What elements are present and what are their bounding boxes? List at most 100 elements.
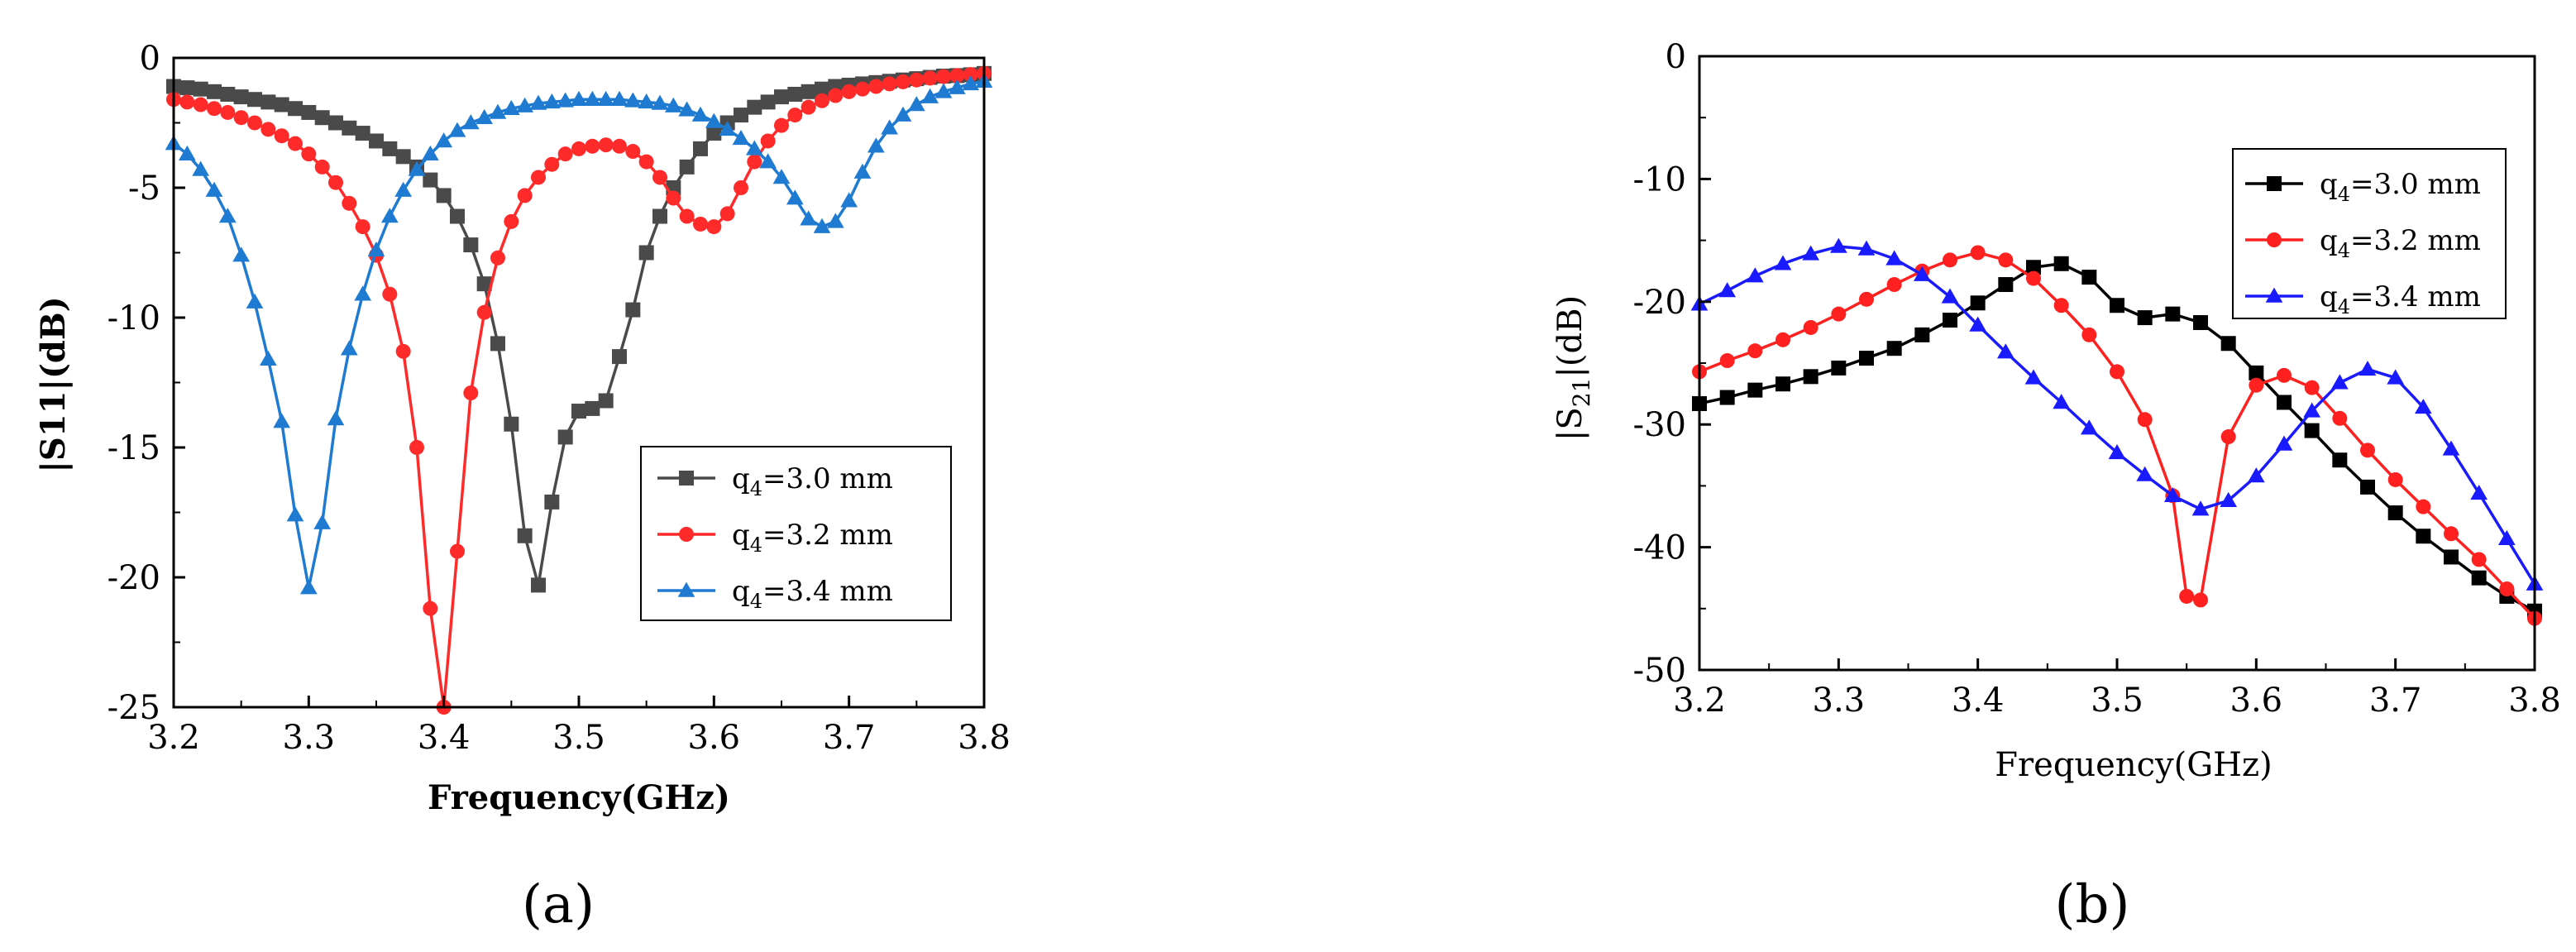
b-series-1-point: [2416, 499, 2431, 514]
a-series-1-point: [571, 141, 586, 156]
a-series-1-point: [476, 304, 492, 320]
y-tick-label: 0: [140, 40, 160, 78]
b-series-0-point: [2360, 479, 2375, 495]
legend-marker: [679, 471, 694, 486]
b-series-2-point: [1829, 237, 1847, 253]
legend-label-main: q: [2320, 224, 2338, 257]
legend-label-main: q: [732, 462, 750, 495]
a-series-0-point: [193, 81, 208, 97]
legend-label-main: q: [732, 519, 750, 552]
a-series-1-point: [909, 72, 925, 88]
a-series-2-point: [192, 160, 210, 176]
x-tick-label: 3.4: [418, 719, 471, 757]
a-series-2-point: [542, 93, 561, 109]
a-series-1-point: [179, 94, 195, 110]
a-series-1-point: [247, 115, 262, 131]
a-series-0-point: [774, 89, 789, 105]
b-series-2-point: [1774, 255, 1792, 270]
b-series-2-point: [1996, 343, 2014, 359]
legend-label-sub: 4: [2338, 239, 2350, 262]
a-series-0-point: [233, 89, 249, 105]
a-series-2-point: [853, 163, 872, 179]
legend-marker: [677, 581, 695, 597]
b-series-0-point: [2387, 505, 2403, 521]
b-series-0-point: [2137, 310, 2153, 326]
a-series-2-point: [759, 153, 777, 169]
a-series-1-point: [328, 175, 343, 190]
a-series-2-point: [205, 181, 223, 197]
a-series-2-point: [772, 169, 791, 184]
a-series-1-point: [801, 99, 816, 115]
a-series-1-point: [774, 117, 789, 133]
x-tick-label: 3.6: [2230, 682, 2283, 720]
b-series-2-point: [1969, 316, 1987, 332]
a-series-0-point: [288, 101, 303, 117]
x-tick-label: 3.3: [283, 719, 336, 757]
b-series-2-point: [1718, 282, 1737, 298]
b-series-2-point: [1857, 240, 1876, 256]
b-series-1-point: [1859, 291, 1874, 307]
a-series-2-point: [813, 218, 831, 233]
a-series-2-point: [921, 88, 939, 103]
panel-a: 3.2 3.3 3.4 3.5 3.6 3.7 3.8 0 -5 -10 -15 -20 -25 Fr…: [34, 40, 1011, 935]
a-series-1-point: [260, 122, 276, 137]
a-series-1-point: [382, 286, 398, 302]
y-tick-label: -30: [1633, 406, 1686, 444]
legend-label: q4=3.0 mm: [732, 462, 893, 500]
a-series-2-point: [489, 103, 507, 119]
legend-label-main: q: [2320, 280, 2338, 313]
a-series-2-point: [435, 132, 453, 148]
y-tick-label: -25: [108, 689, 160, 727]
a-series-0-point: [652, 208, 667, 224]
b-series-0-point: [1747, 382, 1763, 398]
a-series-2-point: [421, 145, 439, 160]
a-series-0-point: [801, 84, 816, 99]
a-series-1-point: [288, 136, 303, 151]
a-series-0-point: [314, 110, 330, 126]
legend-label-rest: =3.4 mm: [2350, 280, 2481, 313]
a-series-2-point: [583, 90, 601, 107]
a-series-1-point: [625, 144, 641, 160]
b-series-2-point: [2330, 374, 2349, 390]
a-series-1-point: [936, 69, 951, 84]
a-series-2-point: [408, 160, 426, 176]
a-series-1-point: [450, 543, 465, 559]
a-series-2-point: [273, 413, 291, 428]
a-series-0-point: [638, 245, 654, 261]
a-series-1-point: [693, 216, 708, 232]
a-series-2-point: [934, 83, 953, 98]
panel-a-label: (a): [522, 874, 595, 935]
a-series-1-point: [828, 88, 844, 103]
a-series-1-point: [207, 101, 222, 117]
legend-label: q4=3.4 mm: [732, 575, 893, 613]
b-series-0-point: [2332, 452, 2348, 468]
b-series-0: [1692, 256, 2542, 619]
a-series-2-point: [178, 145, 196, 160]
b-series-2-point: [2359, 361, 2377, 376]
b-series-0-point: [2110, 298, 2124, 313]
x-tick-label: 3.8: [2508, 682, 2561, 720]
x-tick-label: 3.5: [2091, 682, 2143, 720]
panel-a-series-group: [165, 65, 993, 715]
a-series-1-point: [666, 190, 681, 206]
legend-label-sub: 4: [750, 533, 762, 557]
b-series-2-point: [2442, 440, 2460, 456]
a-series-2-point: [881, 119, 899, 135]
panel-b-x-ticks: 3.2 3.3 3.4 3.5 3.6 3.7 3.8: [1673, 658, 2561, 720]
panel-b-label: (b): [2055, 874, 2130, 935]
a-series-0-point: [517, 528, 533, 543]
panel-a-y-ticks: 0 -5 -10 -15 -20 -25: [108, 40, 185, 727]
a-series-0-point: [260, 94, 276, 110]
b-series-1-point: [2081, 327, 2097, 342]
a-series-2-point: [394, 181, 413, 197]
x-tick-label: 3.7: [823, 719, 876, 757]
panel-b-y-axis-title: |S21|(dB): [1551, 295, 1595, 441]
a-series-0-point: [355, 126, 370, 141]
b-series-2-point: [2191, 500, 2210, 516]
a-series-2-point: [800, 210, 818, 226]
a-series-1-point: [517, 188, 533, 203]
a-series-1-point: [815, 93, 829, 108]
a-series-0-point: [531, 577, 546, 593]
a-series-2-point: [826, 213, 844, 228]
